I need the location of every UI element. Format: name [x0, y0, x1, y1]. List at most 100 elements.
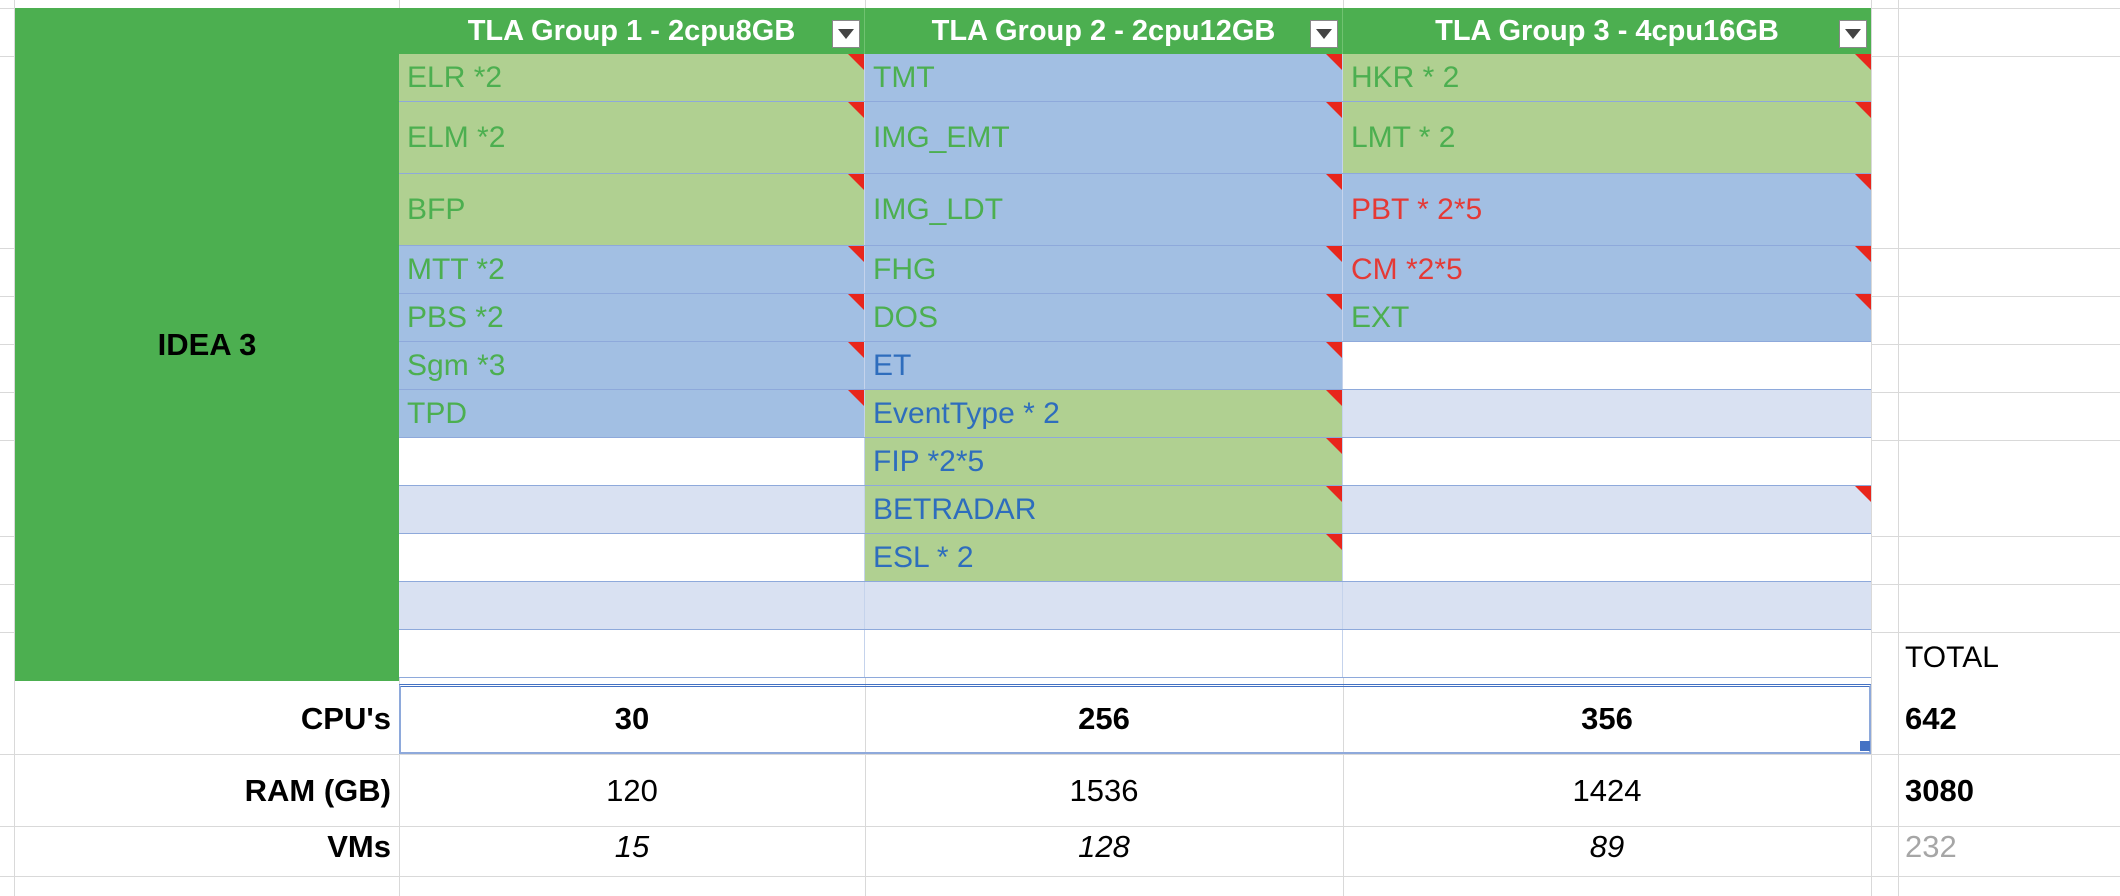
header-cell-group-2[interactable]: TLA Group 2 - 2cpu12GB — [865, 8, 1343, 54]
summary-value[interactable]: 356 — [1581, 701, 1633, 736]
table-row: FIP *2*5 — [399, 438, 1871, 486]
cell-text: BFP — [407, 192, 466, 226]
table-cell[interactable]: TMT — [865, 54, 1343, 101]
cell-text: CM *2*5 — [1351, 252, 1463, 286]
cell-text: DOS — [873, 300, 939, 334]
table-cell[interactable] — [399, 630, 865, 677]
comment-indicator-icon[interactable] — [1855, 246, 1871, 262]
gridline — [14, 0, 15, 896]
table-cell[interactable] — [399, 438, 865, 485]
chevron-down-icon — [1845, 29, 1861, 39]
summary-total[interactable]: 642 — [1905, 701, 1957, 736]
comment-indicator-icon[interactable] — [1326, 342, 1342, 358]
idea-row-label-cell[interactable]: IDEA 3 — [15, 8, 399, 681]
table-cell[interactable]: Sgm *3 — [399, 342, 865, 389]
table-cell[interactable]: HKR * 2 — [1343, 54, 1871, 101]
table-cell[interactable] — [1343, 438, 1871, 485]
table-cell[interactable]: PBT * 2*5 — [1343, 174, 1871, 245]
cell-text: Sgm *3 — [407, 348, 506, 382]
filter-dropdown-button[interactable] — [1839, 20, 1867, 48]
comment-indicator-icon[interactable] — [1326, 486, 1342, 502]
comment-indicator-icon[interactable] — [1326, 174, 1342, 190]
cell-text: PBS *2 — [407, 300, 504, 334]
summary-value[interactable]: 30 — [614, 701, 650, 736]
chevron-down-icon — [1316, 29, 1332, 39]
table-cell[interactable] — [399, 582, 865, 629]
table-cell[interactable]: CM *2*5 — [1343, 246, 1871, 293]
table-cell[interactable]: MTT *2 — [399, 246, 865, 293]
table-cell[interactable]: DOS — [865, 294, 1343, 341]
summary-total[interactable]: 232 — [1905, 829, 1957, 864]
table-cell[interactable] — [1343, 486, 1871, 533]
summary-value[interactable]: 128 — [1078, 829, 1130, 864]
comment-indicator-icon[interactable] — [1855, 102, 1871, 118]
table-row: ELR *2 TMT HKR * 2 — [399, 54, 1871, 102]
comment-indicator-icon[interactable] — [848, 390, 864, 406]
total-header[interactable]: TOTAL — [1905, 641, 1999, 674]
comment-indicator-icon[interactable] — [848, 102, 864, 118]
comment-indicator-icon[interactable] — [1326, 102, 1342, 118]
comment-indicator-icon[interactable] — [1326, 438, 1342, 454]
table-cell[interactable]: BETRADAR — [865, 486, 1343, 533]
table-cell[interactable]: ESL * 2 — [865, 534, 1343, 581]
summary-value[interactable]: 1536 — [1069, 773, 1139, 808]
comment-indicator-icon[interactable] — [1855, 294, 1871, 310]
comment-indicator-icon[interactable] — [1855, 486, 1871, 502]
table-cell[interactable] — [1343, 630, 1871, 677]
summary-label[interactable]: VMs — [327, 829, 391, 864]
comment-indicator-icon[interactable] — [1326, 534, 1342, 550]
table-cell[interactable]: IMG_LDT — [865, 174, 1343, 245]
comment-indicator-icon[interactable] — [848, 342, 864, 358]
comment-indicator-icon[interactable] — [848, 54, 864, 70]
summary-total[interactable]: 3080 — [1905, 773, 1974, 808]
summary-label[interactable]: RAM (GB) — [244, 773, 391, 808]
table-cell[interactable]: LMT * 2 — [1343, 102, 1871, 173]
table-cell[interactable]: EventType * 2 — [865, 390, 1343, 437]
table-cell[interactable]: PBS *2 — [399, 294, 865, 341]
table-cell[interactable] — [1343, 342, 1871, 389]
table-cell[interactable] — [1343, 582, 1871, 629]
summary-value[interactable]: 256 — [1078, 701, 1130, 736]
cell-text: EXT — [1351, 300, 1410, 334]
summary-value[interactable]: 120 — [606, 773, 658, 808]
table-cell[interactable]: ELM *2 — [399, 102, 865, 173]
table-cell[interactable]: ELR *2 — [399, 54, 865, 101]
table-cell[interactable]: IMG_EMT — [865, 102, 1343, 173]
comment-indicator-icon[interactable] — [1326, 390, 1342, 406]
table-header-row: TLA Group 1 - 2cpu8GB TLA Group 2 - 2cpu… — [399, 8, 1871, 54]
table-cell[interactable]: EXT — [1343, 294, 1871, 341]
header-cell-group-1[interactable]: TLA Group 1 - 2cpu8GB — [399, 8, 865, 54]
table-cell[interactable]: TPD — [399, 390, 865, 437]
table-cell[interactable] — [865, 630, 1343, 677]
cell-text: PBT * 2*5 — [1351, 192, 1483, 226]
cell-text: ESL * 2 — [873, 540, 974, 574]
comment-indicator-icon[interactable] — [1855, 174, 1871, 190]
table-cell[interactable]: BFP — [399, 174, 865, 245]
comment-indicator-icon[interactable] — [848, 174, 864, 190]
comment-indicator-icon[interactable] — [1326, 54, 1342, 70]
table-cell[interactable] — [865, 582, 1343, 629]
summary-label[interactable]: CPU's — [300, 701, 391, 736]
table-cell[interactable] — [1343, 534, 1871, 581]
summary-value[interactable]: 1424 — [1572, 773, 1642, 808]
table-cell[interactable] — [1343, 390, 1871, 437]
fill-handle[interactable] — [1860, 741, 1870, 751]
comment-indicator-icon[interactable] — [1326, 294, 1342, 310]
summary-value[interactable]: 89 — [1589, 829, 1625, 864]
cell-text: ET — [873, 348, 912, 382]
cell-text: IMG_LDT — [873, 192, 1004, 226]
table-cell[interactable]: FHG — [865, 246, 1343, 293]
table-cell[interactable]: ET — [865, 342, 1343, 389]
filter-dropdown-button[interactable] — [832, 20, 860, 48]
comment-indicator-icon[interactable] — [1326, 246, 1342, 262]
comment-indicator-icon[interactable] — [848, 246, 864, 262]
summary-value[interactable]: 15 — [614, 829, 650, 864]
cell-text: ELR *2 — [407, 60, 503, 94]
table-cell[interactable]: FIP *2*5 — [865, 438, 1343, 485]
filter-dropdown-button[interactable] — [1310, 20, 1338, 48]
comment-indicator-icon[interactable] — [1855, 54, 1871, 70]
header-cell-group-3[interactable]: TLA Group 3 - 4cpu16GB — [1343, 8, 1871, 54]
comment-indicator-icon[interactable] — [848, 294, 864, 310]
table-cell[interactable] — [399, 486, 865, 533]
table-cell[interactable] — [399, 534, 865, 581]
